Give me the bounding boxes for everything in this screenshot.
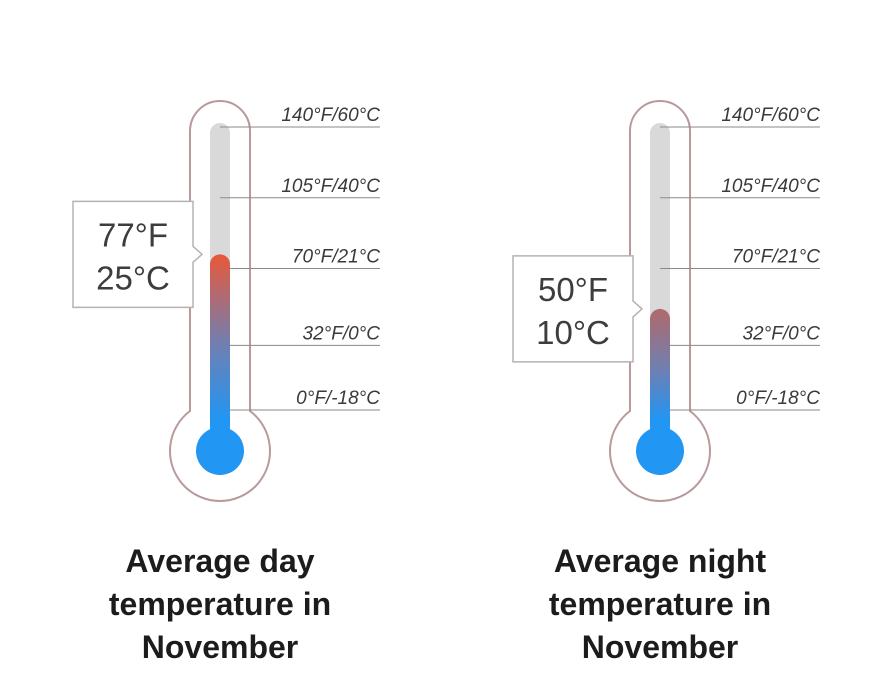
- readout-celsius: 10°C: [536, 314, 610, 351]
- readout-fahrenheit: 77°F: [98, 216, 168, 253]
- day-caption: Average day temperature in November: [70, 540, 370, 669]
- night-caption: Average night temperature in November: [510, 540, 810, 669]
- tick-label: 32°F/0°C: [742, 323, 820, 344]
- caption-line: Average day: [125, 543, 315, 579]
- caption-line: Average night: [553, 543, 767, 579]
- mercury-fill: [650, 308, 670, 445]
- tick-label: 70°F/21°C: [732, 247, 820, 268]
- caption-line: November: [581, 629, 739, 665]
- readout-box: [72, 200, 204, 309]
- tick-label: 105°F/40°C: [721, 176, 820, 197]
- bulb: [196, 427, 244, 475]
- tick-label: 105°F/40°C: [281, 176, 380, 197]
- caption-line: temperature in: [108, 586, 332, 622]
- mercury-fill: [210, 254, 230, 445]
- night-thermometer: 140°F/60°C 105°F/40°C 70°F/21°C 32°F/0°C 0°F…: [512, 100, 820, 502]
- readout-fahrenheit: 50°F: [538, 271, 608, 308]
- caption-line: November: [141, 629, 299, 665]
- tick-label: 0°F/-18°C: [736, 388, 820, 409]
- tick-label: 0°F/-18°C: [296, 388, 380, 409]
- readout-box: [512, 255, 644, 363]
- tick-label: 70°F/21°C: [292, 247, 380, 268]
- bulb: [636, 427, 684, 475]
- tick-label: 32°F/0°C: [302, 323, 380, 344]
- readout-celsius: 25°C: [96, 259, 170, 296]
- day-thermometer: 140°F/60°C 105°F/40°C 70°F/21°C 32°F/0°C 0°F…: [72, 100, 380, 502]
- caption-line: temperature in: [548, 586, 772, 622]
- tick-label: 140°F/60°C: [281, 105, 380, 126]
- tick-label: 140°F/60°C: [721, 105, 820, 126]
